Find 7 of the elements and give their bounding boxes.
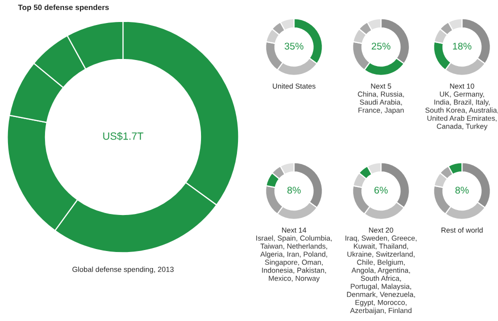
text: 25% (372, 42, 390, 50)
text: 8% (455, 186, 469, 194)
text: 35% (284, 42, 304, 50)
text: US$1.7T (103, 132, 144, 140)
text: 6% (374, 186, 388, 194)
text: 18% (453, 42, 472, 50)
text: 8% (287, 186, 301, 194)
